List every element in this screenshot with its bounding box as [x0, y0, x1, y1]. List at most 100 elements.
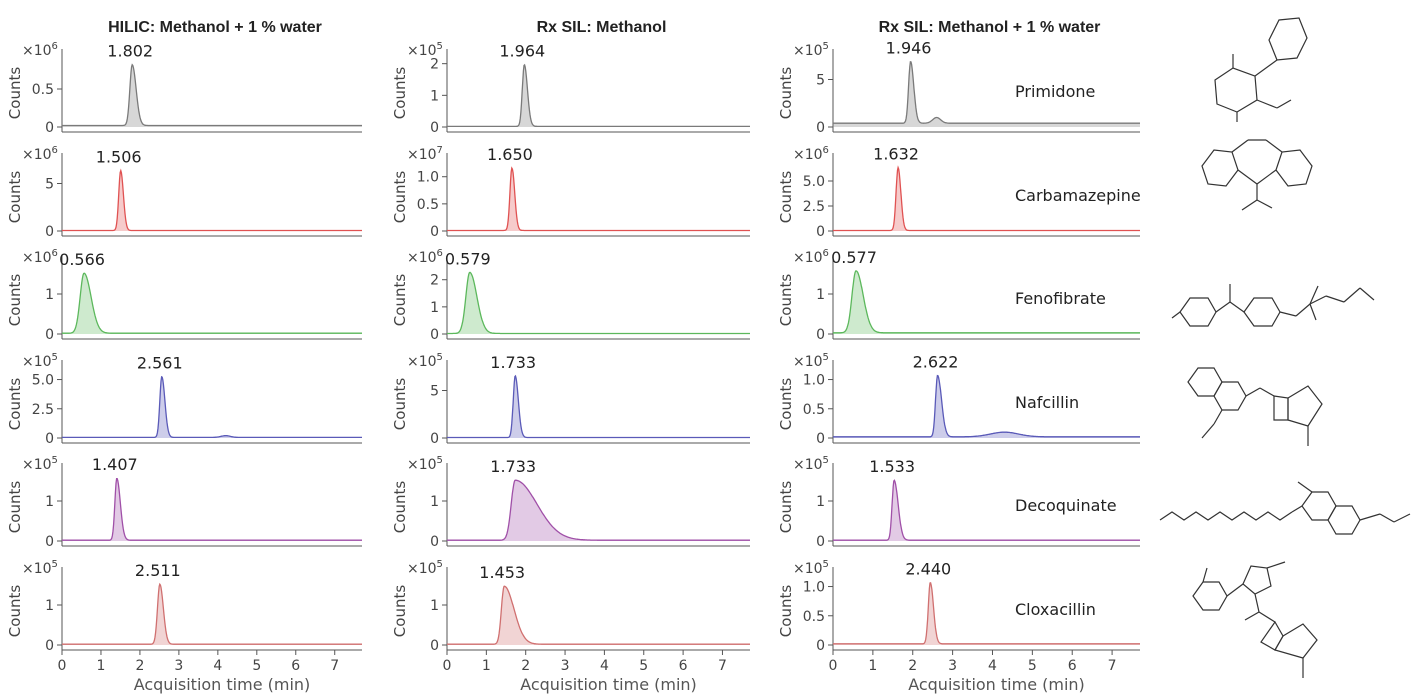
- column-title: Rx SIL: Methanol + 1 % water: [879, 19, 1101, 36]
- y-exponent: ×106: [22, 41, 58, 59]
- y-tick-label: 0.5: [417, 197, 439, 213]
- y-tick-label: 1.0: [803, 580, 825, 596]
- y-exponent-power: 5: [823, 352, 829, 363]
- y-exponent: ×105: [22, 352, 58, 370]
- x-tick-label: 3: [948, 658, 957, 674]
- y-tick-label: 2.5: [803, 199, 825, 215]
- trace-line: [62, 477, 362, 541]
- y-tick-label: 0: [430, 327, 439, 343]
- peak-area: [62, 376, 362, 438]
- structure-nafcillin: [1187, 367, 1323, 446]
- y-exponent-power: 5: [437, 455, 443, 466]
- column-title: Rx SIL: Methanol: [537, 19, 667, 36]
- y-exponent-power: 5: [52, 352, 58, 363]
- y-exponent-power: 6: [437, 248, 443, 259]
- y-exponent: ×106: [407, 248, 443, 266]
- peak-label: 1.533: [869, 457, 915, 476]
- x-tick-label: 3: [174, 658, 183, 674]
- peak-label: 1.964: [499, 42, 545, 61]
- y-tick-label: 1: [816, 494, 825, 510]
- trace-line: [447, 63, 750, 128]
- y-exponent-power: 5: [52, 455, 58, 466]
- y-axis-label: Counts: [777, 171, 795, 224]
- trace-line: [447, 374, 750, 439]
- trace-line: [62, 272, 362, 334]
- trace-line: [62, 168, 362, 232]
- y-tick-label: 0: [816, 327, 825, 343]
- y-axis-label: Counts: [777, 274, 795, 327]
- panel-decoquinate-2: 0 1 ×105 Counts 1.533: [777, 455, 1140, 550]
- y-exponent-power: 5: [823, 41, 829, 52]
- peak-area: [62, 478, 362, 541]
- peak-label: 0.577: [831, 248, 877, 267]
- peak-area: [833, 270, 1140, 334]
- y-exponent-power: 6: [52, 145, 58, 156]
- y-tick-label: 0: [430, 638, 439, 654]
- trace-line: [833, 479, 1140, 541]
- y-exponent-power: 5: [823, 455, 829, 466]
- y-exponent-power: 6: [823, 248, 829, 259]
- y-tick-label: 0: [816, 224, 825, 240]
- panel-primidone-0: 0 0.5 ×106 Counts 1.802: [6, 41, 362, 136]
- structure-fenofibrate: [1171, 284, 1375, 327]
- panel-nafcillin-0: 0 2.5 5.0 ×105 Counts 2.561: [6, 352, 362, 447]
- peak-label: 1.650: [487, 145, 533, 164]
- panel-fenofibrate-1: 0 1 2 ×106 Counts 0.579: [391, 248, 750, 343]
- peak-area: [447, 272, 750, 334]
- x-tick-label: 7: [718, 658, 727, 674]
- peak-area: [833, 61, 1140, 127]
- trace-line: [833, 165, 1140, 232]
- peak-label: 1.733: [490, 353, 536, 372]
- x-axis-label: Acquisition time (min): [520, 675, 697, 694]
- x-tick-label: 2: [521, 658, 530, 674]
- panel-cloxacillin-0: 0 1 ×105 Counts 2.511: [6, 559, 362, 654]
- y-tick-label: 0: [430, 224, 439, 240]
- y-tick-label: 2.5: [32, 402, 54, 418]
- peak-area: [62, 170, 362, 231]
- panel-carbamazepine-0: 0 5 ×106 Counts 1.506: [6, 145, 362, 240]
- x-tick-label: 7: [1108, 658, 1117, 674]
- trace-line: [447, 585, 750, 645]
- y-axis-label: Counts: [6, 378, 24, 431]
- y-exponent: ×106: [22, 248, 58, 266]
- trace-line: [833, 270, 1140, 334]
- y-exponent: ×107: [407, 145, 443, 163]
- peak-label: 2.561: [137, 354, 183, 373]
- y-tick-label: 1: [430, 300, 439, 316]
- x-tick-label: 6: [1068, 658, 1077, 674]
- y-axis-label: Counts: [777, 67, 795, 120]
- x-tick-label: 5: [1028, 658, 1037, 674]
- x-tick-label: 0: [443, 658, 452, 674]
- y-exponent: ×105: [793, 455, 829, 473]
- y-axis-label: Counts: [391, 171, 409, 224]
- x-tick-label: 6: [679, 658, 688, 674]
- y-exponent-power: 6: [52, 248, 58, 259]
- structure-carbamazepine: [1201, 139, 1313, 211]
- y-exponent-power: 5: [437, 559, 443, 570]
- y-exponent-power: 6: [52, 41, 58, 52]
- y-tick-label: 1: [45, 287, 54, 303]
- y-axis-label: Counts: [391, 274, 409, 327]
- panel-fenofibrate-0: 0 1 ×106 Counts 0.566: [6, 248, 362, 343]
- x-tick-label: 1: [97, 658, 106, 674]
- peak-area: [62, 584, 362, 645]
- peak-label: 2.622: [913, 352, 959, 371]
- panel-cloxacillin-2: 0 0.5 1.0 ×105 Counts 2.440: [777, 559, 1140, 654]
- panel-cloxacillin-1: 0 1 ×105 Counts 1.453: [391, 559, 750, 654]
- x-tick-label: 2: [908, 658, 917, 674]
- peak-label: 1.946: [886, 38, 932, 57]
- panel-decoquinate-1: 0 1 ×105 Counts 1.733: [391, 455, 750, 550]
- y-axis-label: Counts: [391, 481, 409, 534]
- structure-primidone: [1214, 17, 1308, 122]
- y-axis-label: Counts: [777, 378, 795, 431]
- x-tick-label: 7: [330, 658, 339, 674]
- y-tick-label: 0.5: [32, 82, 54, 98]
- peak-label: 1.802: [107, 42, 153, 61]
- y-exponent: ×106: [793, 248, 829, 266]
- x-tick-label: 5: [639, 658, 648, 674]
- y-exponent-power: 6: [823, 145, 829, 156]
- x-axis-label: Acquisition time (min): [908, 675, 1085, 694]
